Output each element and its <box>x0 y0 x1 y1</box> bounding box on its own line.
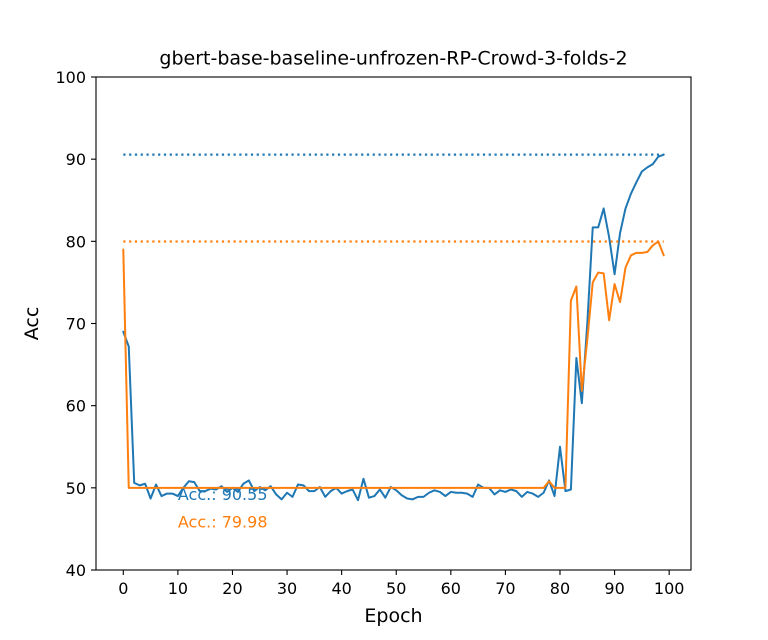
y-tick-label: 40 <box>66 561 86 580</box>
x-tick-label: 30 <box>277 579 297 598</box>
series-2-annotation: Acc.: 79.98 <box>178 512 268 531</box>
x-tick-label: 40 <box>331 579 351 598</box>
x-axis-label: Epoch <box>364 605 422 627</box>
chart-title: gbert-base-baseline-unfrozen-RP-Crowd-3-… <box>159 48 627 70</box>
y-axis-label: Acc <box>21 307 43 341</box>
x-tick-label: 0 <box>118 579 128 598</box>
x-tick-label: 20 <box>222 579 242 598</box>
plot-area <box>122 153 665 502</box>
y-tick-label: 90 <box>66 150 86 169</box>
axes: 0 10 20 30 40 50 60 70 80 90 100 40 50 60 70 80 90 100 <box>55 68 692 598</box>
y-tick-label: 100 <box>55 68 86 87</box>
x-tick-label: 60 <box>441 579 461 598</box>
x-tick-label: 70 <box>495 579 515 598</box>
y-tick-label: 60 <box>66 397 86 416</box>
y-tick-label: 70 <box>66 315 86 334</box>
y-tick-label: 50 <box>66 479 86 498</box>
x-tick-label: 80 <box>550 579 570 598</box>
series-1-annotation: Acc.: 90.55 <box>178 485 268 504</box>
x-tick-label: 90 <box>604 579 624 598</box>
y-tick-label: 80 <box>66 232 86 251</box>
x-tick-label: 50 <box>386 579 406 598</box>
annotations: Acc.: 90.55 Acc.: 79.98 <box>178 485 268 531</box>
series-2-line <box>122 240 665 489</box>
x-tick-label: 100 <box>654 579 685 598</box>
x-tick-label: 10 <box>168 579 188 598</box>
